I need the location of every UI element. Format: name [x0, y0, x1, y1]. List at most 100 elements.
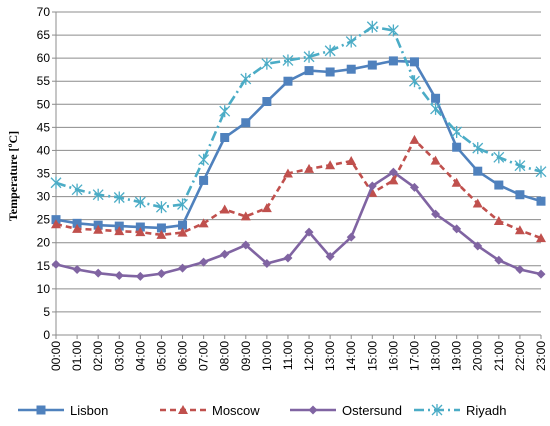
data-point-riyadh	[261, 57, 273, 70]
data-point-ostersund	[93, 268, 103, 278]
data-point-riyadh	[134, 196, 146, 209]
y-tick-label: 35	[37, 167, 51, 181]
y-tick-label: 60	[37, 51, 51, 65]
x-tick-label: 13:00	[323, 341, 337, 371]
data-point-ostersund	[452, 224, 462, 234]
y-tick-label: 70	[37, 5, 51, 19]
data-point-moscow	[93, 224, 104, 234]
data-point-moscow	[114, 226, 125, 236]
data-point-ostersund	[262, 258, 272, 268]
data-point-moscow	[325, 160, 336, 170]
data-point-moscow	[536, 233, 546, 243]
data-point-ostersund	[494, 255, 504, 265]
x-tick-label: 03:00	[112, 341, 126, 371]
data-point-riyadh	[177, 198, 188, 211]
x-tick-label: 17:00	[407, 341, 421, 371]
data-point-ostersund	[367, 181, 377, 191]
data-point-lisbon	[156, 223, 166, 233]
data-point-moscow	[472, 198, 483, 208]
data-point-riyadh	[198, 153, 210, 166]
data-point-ostersund	[114, 270, 124, 280]
gridlines	[56, 11, 541, 313]
data-point-riyadh	[50, 176, 62, 189]
x-tick-label: 05:00	[154, 341, 168, 371]
series-line-ostersund	[55, 170, 542, 278]
legend-item-riyadh: Riyadh	[414, 403, 506, 418]
axes	[52, 11, 542, 339]
data-point-ostersund	[346, 232, 356, 242]
data-point-moscow	[304, 163, 315, 173]
data-point-riyadh	[472, 142, 484, 155]
data-point-riyadh	[282, 54, 294, 67]
data-point-ostersund	[220, 249, 230, 259]
data-point-ostersund	[388, 167, 398, 177]
data-point-riyadh	[303, 50, 315, 63]
x-tick-label: 19:00	[450, 341, 464, 371]
x-tick-label: 23:00	[534, 341, 548, 371]
data-point-lisbon	[220, 133, 230, 143]
data-point-lisbon	[388, 56, 398, 66]
legend-marker-riyadh	[431, 404, 443, 416]
data-point-lisbon	[494, 180, 504, 190]
data-point-ostersund	[72, 264, 82, 274]
data-point-riyadh	[430, 102, 442, 115]
data-point-riyadh	[324, 44, 336, 57]
x-tick-label: 10:00	[260, 341, 274, 371]
data-point-riyadh	[451, 125, 463, 138]
y-tick-label: 25	[37, 213, 51, 227]
series-lines	[50, 20, 547, 281]
data-point-riyadh	[240, 72, 252, 85]
data-point-ostersund	[199, 257, 209, 267]
data-point-moscow	[219, 204, 230, 214]
data-point-riyadh	[219, 105, 231, 118]
x-tick-label: 02:00	[91, 341, 105, 371]
data-point-riyadh	[514, 159, 526, 172]
x-tick-label: 04:00	[133, 341, 147, 371]
y-tick-label: 0	[43, 328, 50, 342]
data-point-lisbon	[473, 166, 483, 176]
data-point-riyadh	[493, 151, 505, 164]
data-point-moscow	[514, 225, 525, 235]
data-point-lisbon	[431, 93, 441, 103]
data-point-moscow	[430, 155, 441, 165]
x-tick-label: 14:00	[344, 341, 358, 371]
data-point-riyadh	[92, 188, 104, 201]
data-point-lisbon	[135, 222, 145, 232]
y-tick-label: 20	[37, 236, 51, 250]
legend-marker-ostersund	[308, 405, 318, 415]
data-point-ostersund	[431, 209, 441, 219]
data-point-ostersund	[536, 269, 546, 279]
data-point-lisbon	[262, 97, 272, 107]
data-point-ostersund	[156, 269, 166, 279]
data-point-riyadh	[155, 201, 167, 214]
data-point-lisbon	[283, 76, 293, 86]
y-tick-label: 40	[37, 143, 51, 157]
data-point-lisbon	[304, 66, 314, 76]
series-line-riyadh	[55, 25, 542, 209]
data-point-moscow	[346, 156, 357, 166]
data-point-lisbon	[178, 220, 188, 230]
x-tick-label: 07:00	[197, 341, 211, 371]
data-point-riyadh	[113, 191, 125, 204]
data-point-moscow	[451, 177, 462, 187]
series-line-lisbon	[55, 59, 542, 230]
data-point-moscow	[409, 134, 420, 144]
data-point-lisbon	[346, 64, 356, 74]
data-point-riyadh	[387, 24, 399, 37]
legend-marker-lisbon	[36, 405, 46, 415]
data-point-ostersund	[409, 182, 419, 192]
data-point-moscow	[135, 227, 146, 237]
data-point-moscow	[388, 175, 399, 185]
x-tick-label: 18:00	[429, 341, 443, 371]
y-tick-label: 45	[37, 120, 51, 134]
data-point-ostersund	[283, 253, 293, 263]
x-tick-label: 12:00	[302, 341, 316, 371]
data-point-moscow	[72, 223, 83, 233]
data-point-moscow	[261, 203, 272, 213]
series-line-moscow	[55, 138, 542, 240]
data-point-lisbon	[409, 57, 419, 67]
data-point-ostersund	[515, 264, 525, 274]
data-point-lisbon	[241, 118, 251, 128]
data-point-moscow	[51, 219, 61, 229]
x-tick-label: 20:00	[471, 341, 485, 371]
